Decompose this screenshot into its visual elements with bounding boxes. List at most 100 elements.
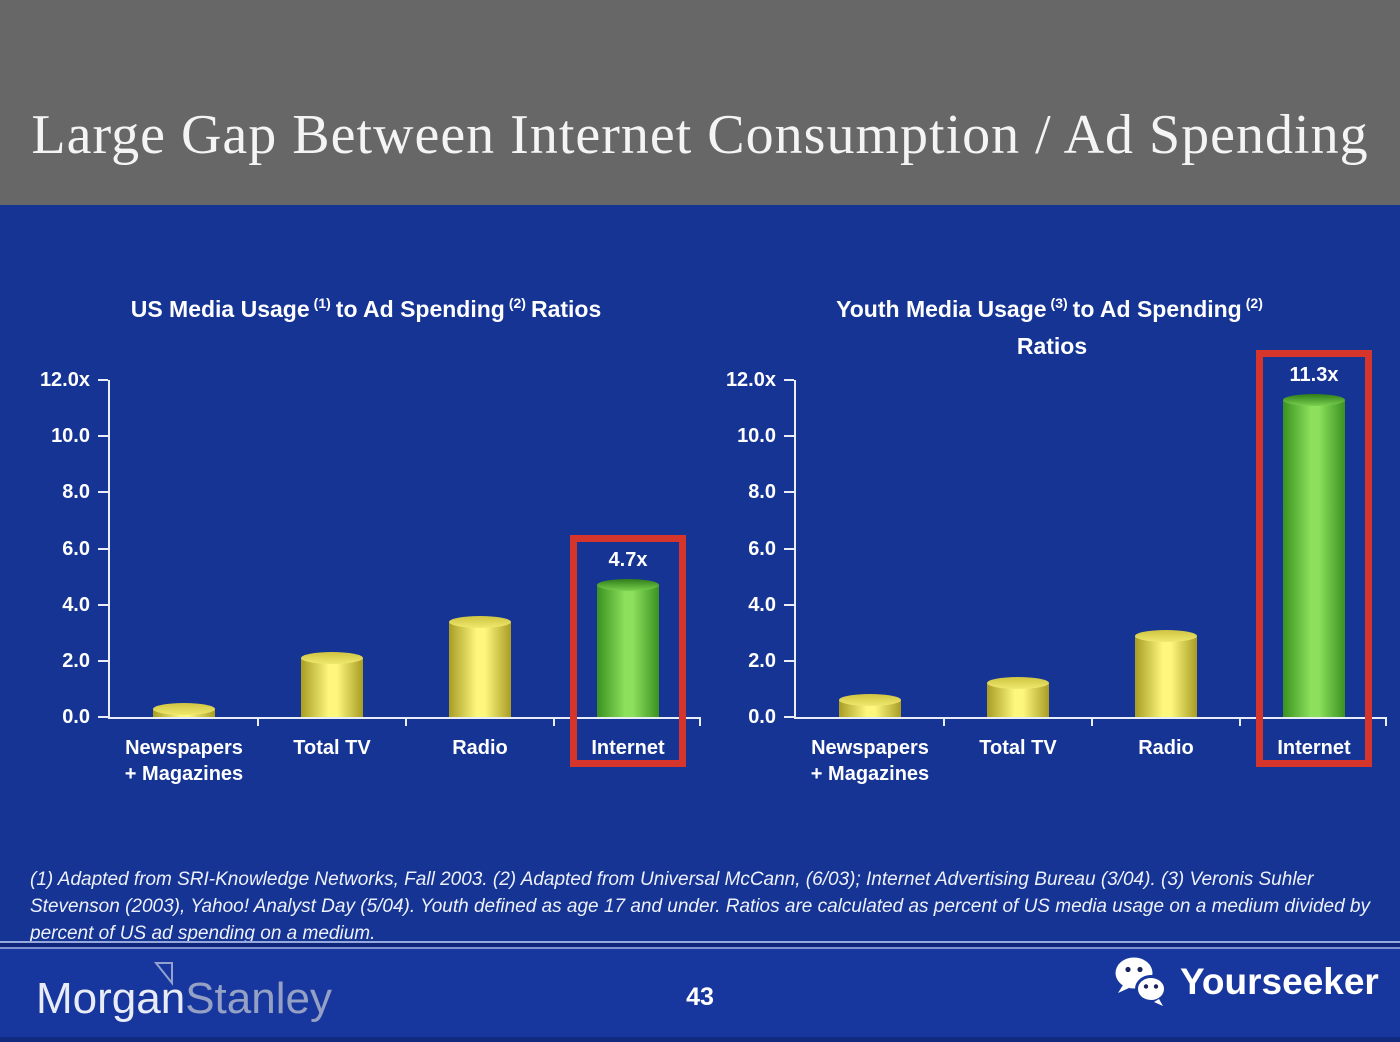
bar-value-label: 4.7x xyxy=(608,549,648,571)
x-tick xyxy=(1091,717,1093,726)
y-tick-label: 4.0 xyxy=(748,593,776,616)
y-tick-label: 6.0 xyxy=(748,537,776,560)
category-label-newspapers: Newspapers + Magazines xyxy=(785,735,955,787)
bar-top-internet xyxy=(1283,393,1345,406)
chart-title-text: to Ad Spending xyxy=(1072,296,1242,322)
chart-title-text: to Ad Spending xyxy=(335,296,505,322)
y-axis xyxy=(108,380,110,717)
y-tick xyxy=(98,716,108,718)
chart-title-line2: Ratios xyxy=(1016,333,1088,359)
x-axis xyxy=(794,717,1386,719)
morgan-stanley-logo: MorganStanley xyxy=(36,974,332,1024)
y-tick xyxy=(784,716,794,718)
chart-title-superscript: (2) xyxy=(508,295,526,311)
y-axis xyxy=(794,380,796,717)
y-tick-label: 0.0 xyxy=(62,706,90,728)
chart-title-text: Ratios xyxy=(530,296,602,322)
category-label-radio: Radio xyxy=(395,735,565,761)
category-label-line: Internet xyxy=(591,737,665,759)
x-tick xyxy=(553,717,555,726)
y-tick xyxy=(98,603,108,606)
y-tick-label: 4.0 xyxy=(62,593,90,616)
bar-top-radio xyxy=(449,615,511,628)
y-tick xyxy=(98,659,108,662)
y-tick-label: 8.0 xyxy=(748,481,776,504)
category-label-line: Newspapers xyxy=(811,737,929,759)
y-tick-label: 8.0 xyxy=(62,481,90,504)
chart-title: Youth Media Usage (3) to Ad Spending (2) Rat… xyxy=(716,292,1388,363)
page-number: 43 xyxy=(686,983,714,1011)
chart-title-superscript: (1) xyxy=(313,295,331,311)
x-tick xyxy=(257,717,259,726)
y-tick-label: 12.0x xyxy=(39,369,90,391)
y-tick-label: 6.0 xyxy=(62,537,90,560)
morgan-stanley-logo-part2: Stanley xyxy=(185,974,332,1023)
category-label-line: Radio xyxy=(452,737,508,759)
y-tick-label: 0.0 xyxy=(748,706,776,728)
x-axis xyxy=(108,717,700,719)
category-label-internet: Internet xyxy=(1229,735,1399,761)
category-label-newspapers: Newspapers + Magazines xyxy=(99,735,269,787)
morgan-stanley-logo-part1: Morgan xyxy=(36,974,186,1023)
chart-title-text: US Media Usage xyxy=(130,296,310,322)
x-tick xyxy=(943,717,945,726)
category-label-total-tv: Total TV xyxy=(247,735,417,761)
category-label-line: Total TV xyxy=(293,737,371,759)
bar-internet xyxy=(597,585,659,717)
x-tick xyxy=(699,717,701,726)
y-tick-label: 10.0 xyxy=(737,425,776,448)
chart-title: US Media Usage (1) to Ad Spending (2) Ratios xyxy=(30,292,702,329)
highlight-box xyxy=(1256,349,1372,767)
morgan-stanley-triangle-icon xyxy=(153,962,173,986)
slide-header: Large Gap Between Internet Consumption /… xyxy=(0,0,1400,205)
y-tick xyxy=(98,491,108,494)
y-tick-label: 12.0x xyxy=(725,369,776,391)
chart-title-text: Youth Media Usage xyxy=(836,296,1047,322)
category-label-line: Internet xyxy=(1277,737,1351,759)
y-tick xyxy=(98,547,108,550)
bar-top-newspapers xyxy=(153,702,215,715)
category-label-line: + Magazines xyxy=(124,763,244,785)
bar-top-total-tv xyxy=(301,652,363,665)
bar-top-total-tv xyxy=(987,677,1049,690)
footer-bar xyxy=(0,949,1400,1042)
footer-separator-line xyxy=(0,941,1400,949)
category-label-line: Total TV xyxy=(979,737,1057,759)
wechat-icon xyxy=(1115,957,1167,1006)
bar-top-internet xyxy=(597,579,659,591)
bar-internet xyxy=(1283,399,1345,717)
bar-value-label: 11.3x xyxy=(1289,363,1339,386)
y-tick xyxy=(784,603,794,606)
us-media-usage-chart: US Media Usage (1) to Ad Spending (2) Ratios… xyxy=(30,278,702,810)
category-label-total-tv: Total TV xyxy=(933,735,1103,761)
category-label-radio: Radio xyxy=(1081,735,1251,761)
bar-radio xyxy=(1135,635,1197,717)
category-label-internet: Internet xyxy=(543,735,713,761)
x-tick xyxy=(405,717,407,726)
youth-media-usage-chart: Youth Media Usage (3) to Ad Spending (2) Rat… xyxy=(716,278,1388,810)
category-label-line: Newspapers xyxy=(125,737,243,759)
footnote: (1) Adapted from SRI-Knowledge Networks,… xyxy=(30,869,1370,944)
y-tick xyxy=(98,435,108,438)
bar-total-tv xyxy=(301,658,363,717)
chart-title-superscript: (3) xyxy=(1050,295,1068,311)
chart-title-superscript: (2) xyxy=(1245,295,1263,311)
slide-title: Large Gap Between Internet Consumption /… xyxy=(31,104,1369,166)
category-label-line: + Magazines xyxy=(810,763,930,785)
x-tick xyxy=(1385,717,1387,726)
y-tick-label: 10.0 xyxy=(51,425,90,448)
y-tick xyxy=(784,435,794,438)
yourseeker-logo: Yourseeker xyxy=(1112,956,1379,1008)
y-tick xyxy=(784,659,794,662)
y-tick-label: 2.0 xyxy=(748,649,776,672)
y-tick xyxy=(784,491,794,494)
yourseeker-label: Yourseeker xyxy=(1180,961,1379,1002)
bar-top-radio xyxy=(1135,629,1197,642)
category-label-line: Radio xyxy=(1138,737,1194,759)
bar-top-newspapers xyxy=(839,694,901,707)
y-tick xyxy=(98,379,108,381)
y-tick xyxy=(784,379,794,381)
x-tick xyxy=(1239,717,1241,726)
y-tick-label: 2.0 xyxy=(62,649,90,672)
